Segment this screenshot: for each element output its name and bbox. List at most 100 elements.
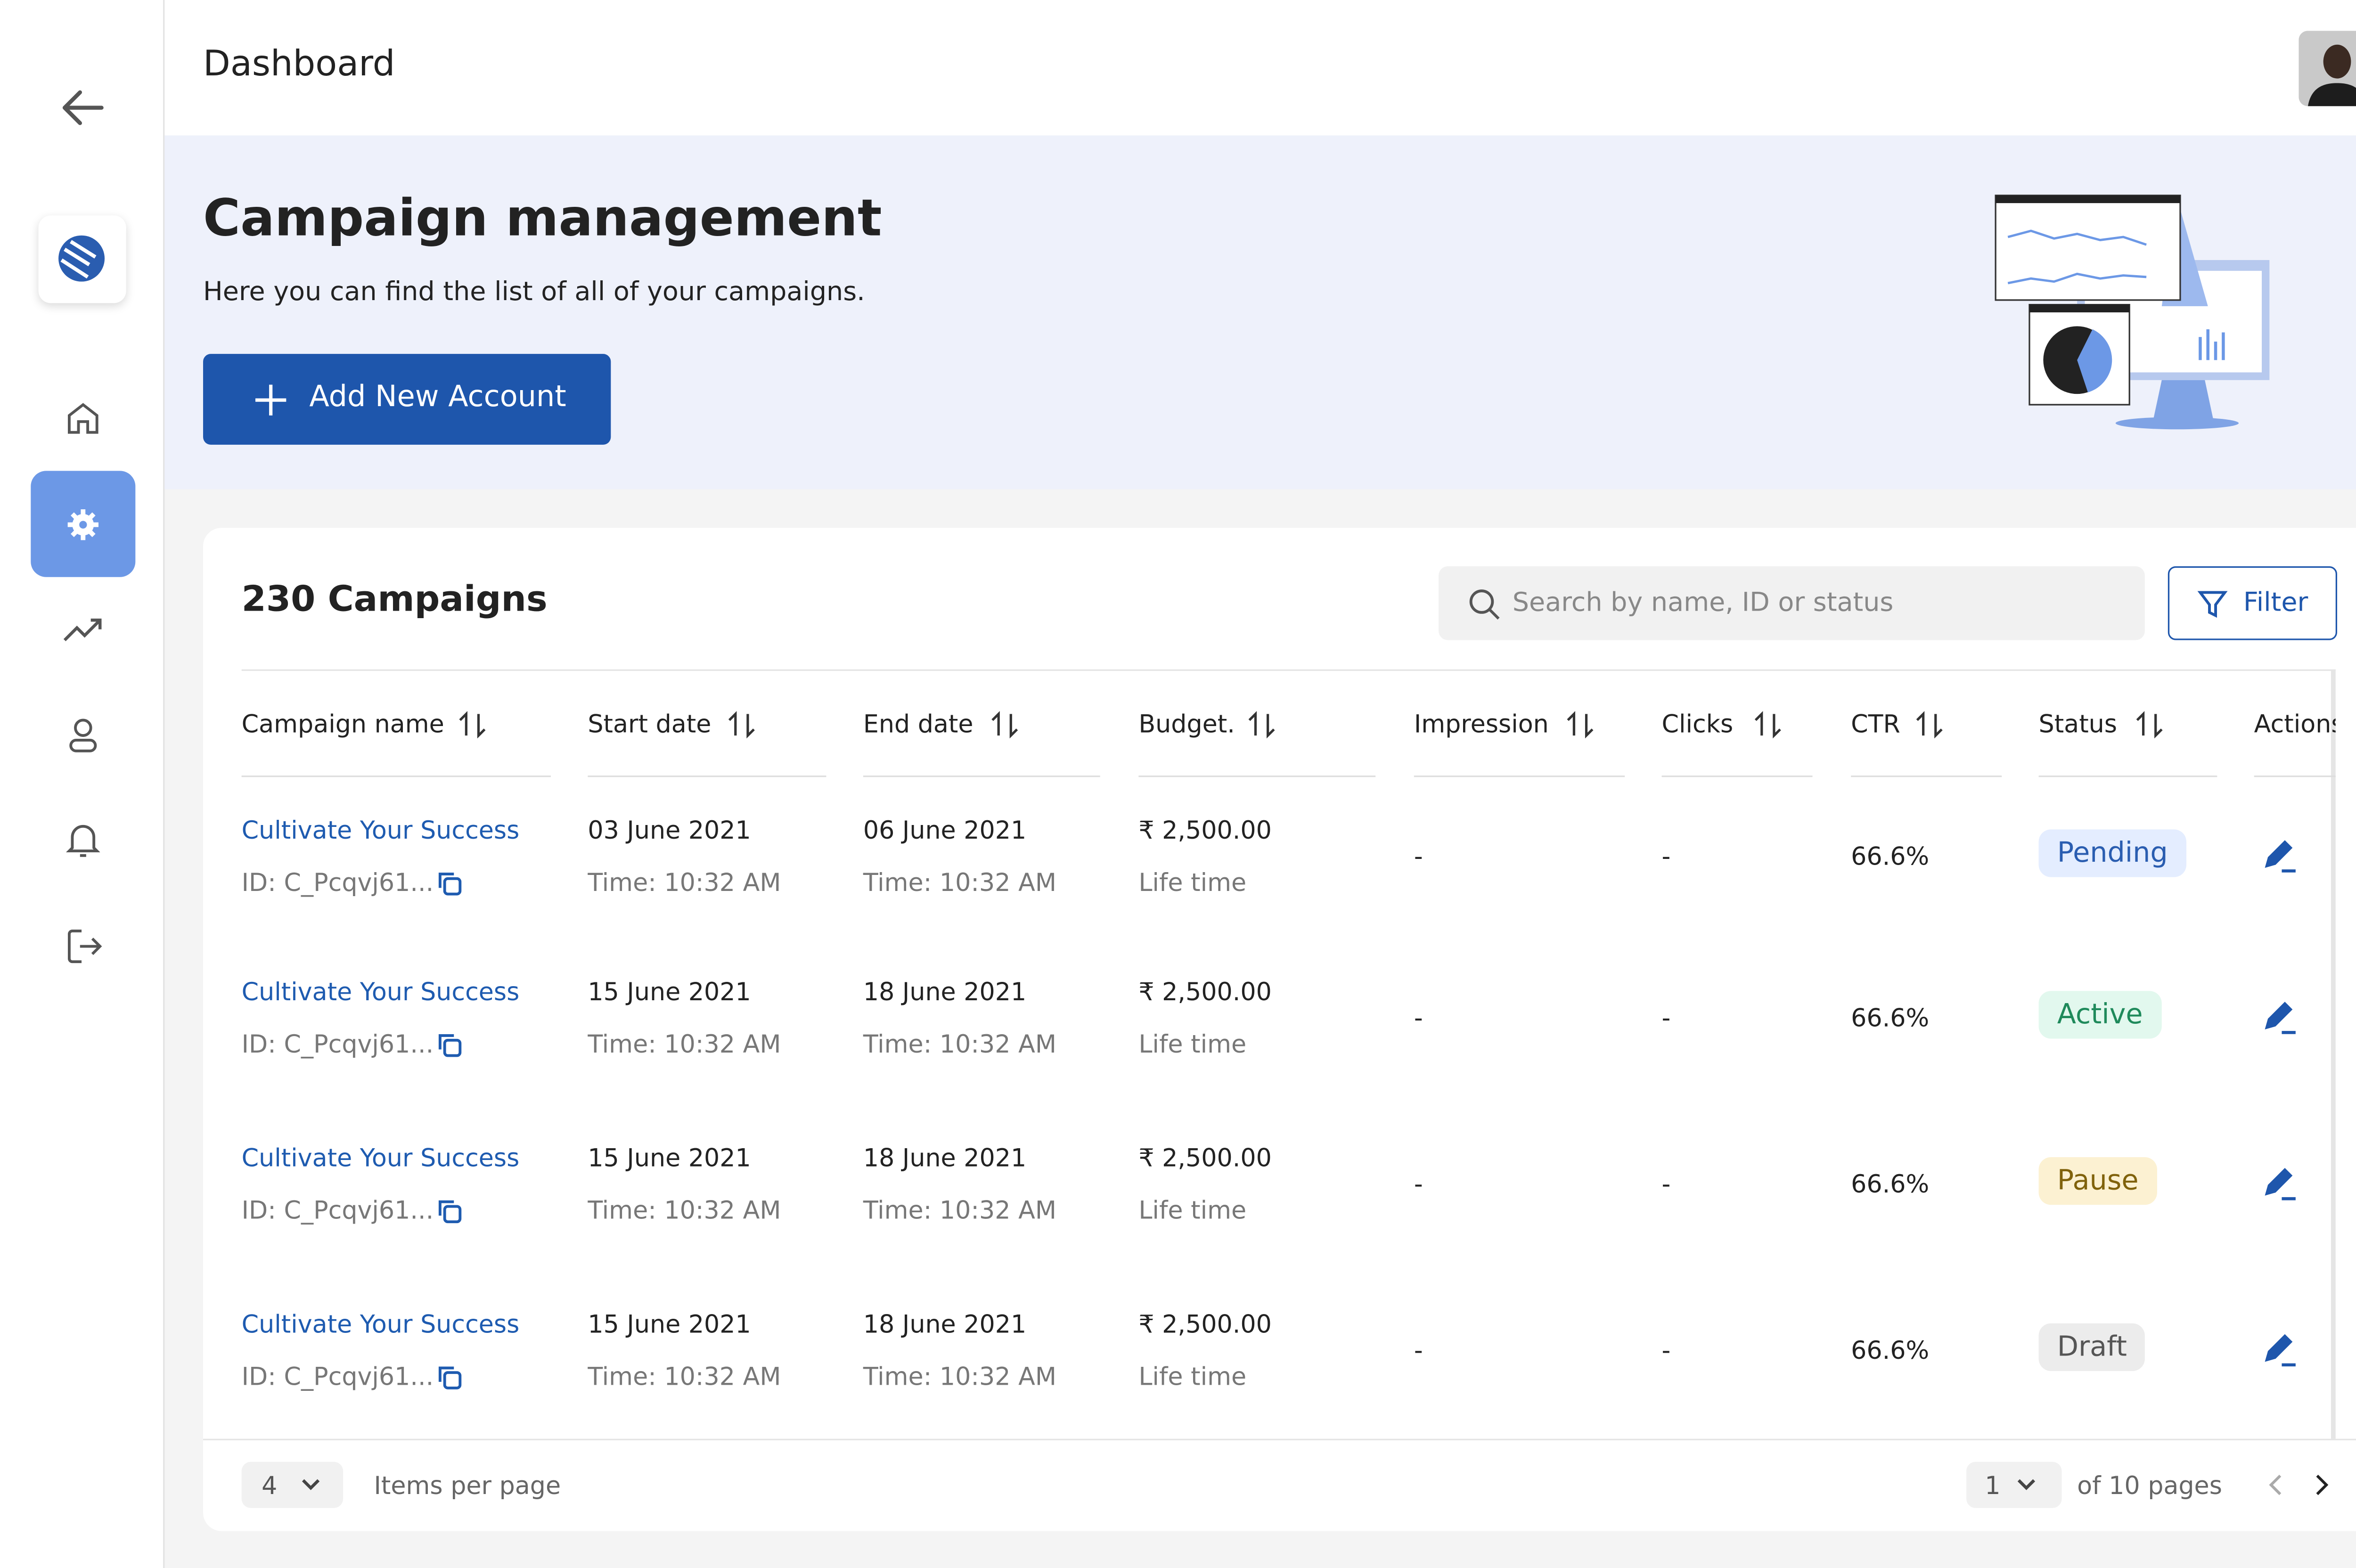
ctr: 66.6%: [1851, 1169, 1930, 1199]
impression: -: [1414, 1335, 1423, 1365]
status-badge: Pause: [2038, 1157, 2157, 1205]
plus-icon: [255, 384, 286, 416]
user-icon[interactable]: [66, 717, 100, 754]
settings-icon: [67, 509, 98, 540]
budget: ₹ 2,500.00: [1138, 977, 1272, 1006]
end-date: 18 June 2021: [863, 1143, 1027, 1173]
column-underline: [1851, 776, 2002, 777]
home-icon[interactable]: [65, 400, 101, 437]
campaign-name[interactable]: Cultivate Your Success: [241, 1143, 520, 1173]
logout-icon[interactable]: [65, 926, 105, 966]
end-date: 06 June 2021: [863, 815, 1027, 845]
start-time: Time: 10:32 AM: [588, 1362, 781, 1391]
clicks: -: [1661, 1003, 1671, 1033]
budget-note: Life time: [1138, 1362, 1247, 1391]
start-date: 15 June 2021: [588, 1309, 751, 1339]
column-underline: [241, 776, 551, 777]
next-page[interactable]: [2311, 1473, 2332, 1497]
clicks: -: [1661, 841, 1671, 871]
page-value: 1: [1985, 1471, 2001, 1501]
campaign-name[interactable]: Cultivate Your Success: [241, 1309, 520, 1339]
budget: ₹ 2,500.00: [1138, 1143, 1272, 1173]
trend-icon[interactable]: [62, 612, 105, 646]
column-header: Impression: [1414, 709, 1549, 739]
start-time: Time: 10:32 AM: [588, 867, 781, 898]
edit-icon[interactable]: [2260, 1163, 2300, 1203]
sort-icon[interactable]: [1246, 710, 1277, 740]
logo[interactable]: [38, 215, 126, 303]
column-header: Start date: [588, 709, 712, 739]
copy-icon[interactable]: [435, 869, 463, 897]
copy-icon[interactable]: [435, 1031, 463, 1059]
edit-icon[interactable]: [2260, 835, 2300, 875]
column-underline: [1414, 776, 1625, 777]
banner: Campaign management Here you can find th…: [164, 135, 2356, 490]
per-page-select[interactable]: 4: [241, 1462, 344, 1508]
prev-page[interactable]: [2265, 1473, 2287, 1497]
column-underline: [863, 776, 1100, 777]
end-time: Time: 10:32 AM: [863, 1362, 1056, 1391]
column-header: Actions: [2254, 709, 2336, 739]
sort-icon[interactable]: [726, 710, 757, 740]
budget: ₹ 2,500.00: [1138, 815, 1272, 845]
search-box[interactable]: Search by name, ID or status: [1439, 566, 2145, 640]
copy-icon[interactable]: [435, 1364, 463, 1391]
budget: ₹ 2,500.00: [1138, 1309, 1272, 1339]
clicks: -: [1661, 1335, 1671, 1365]
column-underline: [1661, 776, 1813, 777]
impression: -: [1414, 1169, 1423, 1199]
logo-mark: [58, 235, 105, 282]
campaign-id: ID: C_Pcqvj61...: [241, 867, 434, 898]
chevron: [302, 1479, 320, 1490]
campaign-id: ID: C_Pcqvj61...: [241, 1029, 434, 1059]
avatar[interactable]: [2299, 31, 2356, 106]
copy-icon[interactable]: [435, 1197, 463, 1225]
end-date: 18 June 2021: [863, 1309, 1027, 1339]
bell-icon[interactable]: [66, 820, 100, 860]
campaign-count: 230 Campaigns: [241, 580, 548, 621]
start-time: Time: 10:32 AM: [588, 1195, 781, 1225]
ctr: 66.6%: [1851, 1335, 1930, 1365]
edit-icon[interactable]: [2260, 997, 2300, 1037]
campaign-name[interactable]: Cultivate Your Success: [241, 977, 520, 1006]
start-time: Time: 10:32 AM: [588, 1029, 781, 1059]
impression: -: [1414, 841, 1423, 871]
sort-icon[interactable]: [1752, 710, 1783, 740]
back-icon[interactable]: [58, 85, 107, 131]
search-placeholder: Search by name, ID or status: [1512, 588, 1894, 619]
campaign-id: ID: C_Pcqvj61...: [241, 1362, 434, 1391]
page-count: of 10 pages: [2077, 1471, 2222, 1501]
end-time: Time: 10:32 AM: [863, 1195, 1056, 1225]
page-title: Dashboard: [203, 44, 395, 85]
per-page-value: 4: [262, 1471, 278, 1501]
start-date: 15 June 2021: [588, 977, 751, 1006]
ctr: 66.6%: [1851, 1003, 1930, 1033]
column-underline: [588, 776, 826, 777]
sort-icon[interactable]: [1565, 710, 1595, 740]
filter-icon: [2197, 591, 2228, 618]
edit-icon[interactable]: [2260, 1330, 2300, 1370]
column-header: Clicks: [1661, 709, 1734, 739]
scroll-track: [2331, 669, 2336, 1439]
sort-icon[interactable]: [1914, 710, 1945, 740]
divider: [241, 669, 2336, 671]
clicks: -: [1661, 1169, 1671, 1199]
filter-button[interactable]: Filter: [2168, 566, 2338, 640]
add-account-button[interactable]: Add New Account: [203, 354, 611, 445]
campaign-name[interactable]: Cultivate Your Success: [241, 815, 520, 845]
column-header: Status: [2038, 709, 2118, 739]
column-underline: [2038, 776, 2217, 777]
sort-icon[interactable]: [2134, 710, 2165, 740]
settings-nav[interactable]: [31, 471, 136, 577]
page-select[interactable]: 1: [1966, 1462, 2062, 1508]
column-underline: [2254, 776, 2336, 777]
sort-icon[interactable]: [457, 710, 488, 740]
sort-icon[interactable]: [990, 710, 1020, 740]
banner-subtitle: Here you can find the list of all of you…: [203, 277, 865, 308]
column-header: Budget.: [1138, 709, 1235, 739]
column-underline: [1138, 776, 1376, 777]
campaign-card: 230 Campaigns Search by name, ID or stat…: [203, 528, 2356, 1531]
start-date: 03 June 2021: [588, 815, 751, 845]
